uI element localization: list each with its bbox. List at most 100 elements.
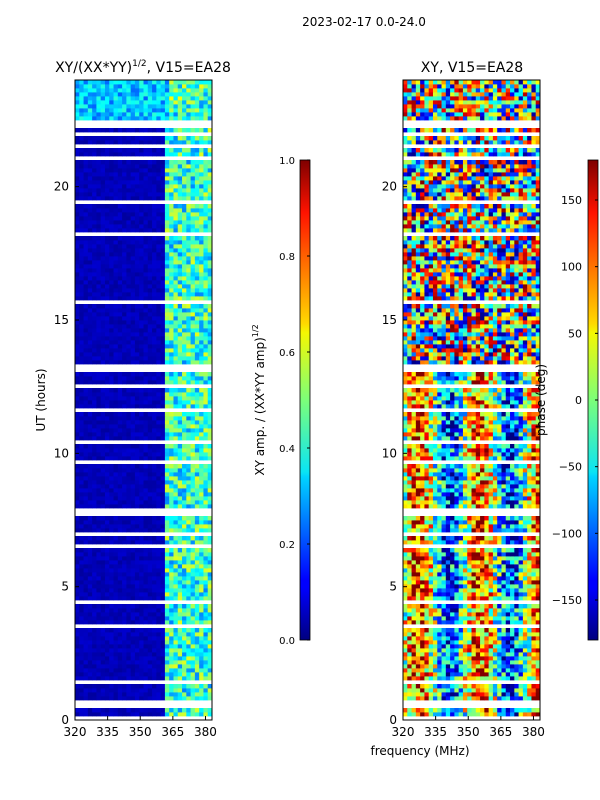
heatmap-cell xyxy=(83,148,89,153)
heatmap-cell xyxy=(173,376,179,381)
heatmap-cell xyxy=(492,648,498,653)
heatmap-cell xyxy=(415,668,421,673)
heatmap-cell xyxy=(199,412,204,417)
heatmap-cell xyxy=(122,316,127,321)
heatmap-cell xyxy=(139,188,144,193)
heatmap-cell xyxy=(109,288,115,293)
heatmap-cell xyxy=(83,688,89,693)
x-tick-label: 365 xyxy=(161,725,184,739)
heatmap-cell xyxy=(492,644,498,649)
heatmap-cell xyxy=(104,468,110,473)
heatmap-cell xyxy=(87,688,93,693)
heatmap-cell xyxy=(134,316,140,321)
heatmap-cell xyxy=(122,688,127,693)
heatmap-cell xyxy=(156,296,162,301)
heatmap-cell xyxy=(130,248,136,253)
heatmap-cell xyxy=(134,352,140,357)
heatmap-cell xyxy=(207,276,213,281)
heatmap-cell xyxy=(83,176,89,181)
heatmap-cell xyxy=(83,104,89,109)
heatmap-cell xyxy=(203,236,209,241)
heatmap-cell xyxy=(424,640,430,645)
heatmap-cell xyxy=(147,92,153,97)
heatmap-cell xyxy=(79,288,85,293)
heatmap-cell xyxy=(139,568,144,573)
heatmap-cell xyxy=(156,688,162,693)
heatmap-cell xyxy=(109,140,115,145)
heatmap-cell xyxy=(186,640,192,645)
heatmap-cell xyxy=(126,316,132,321)
heatmap-cell xyxy=(96,656,102,661)
heatmap-cell xyxy=(87,336,93,341)
heatmap-cell xyxy=(113,112,119,117)
heatmap-cell xyxy=(113,288,119,293)
heatmap-cell xyxy=(79,304,85,309)
heatmap-cell xyxy=(207,688,213,693)
heatmap-cell xyxy=(173,344,179,349)
heatmap-cell xyxy=(122,264,127,269)
heatmap-cell xyxy=(194,112,200,117)
heatmap-cell xyxy=(134,420,140,425)
heatmap-cell xyxy=(79,308,85,313)
heatmap-cell xyxy=(441,652,447,657)
heatmap-cell xyxy=(207,328,213,333)
heatmap-cell xyxy=(143,480,149,485)
heatmap-cell xyxy=(173,152,179,157)
heatmap-cell xyxy=(152,540,157,545)
heatmap-cell xyxy=(207,696,213,701)
heatmap-cell xyxy=(75,160,80,165)
heatmap-cell xyxy=(109,540,115,545)
heatmap-cell xyxy=(117,216,123,221)
heatmap-cell xyxy=(190,188,196,193)
heatmap-cell xyxy=(117,684,123,689)
heatmap-cell xyxy=(467,684,472,689)
heatmap-cell xyxy=(104,484,110,489)
heatmap-cell xyxy=(96,304,102,309)
heatmap-cell xyxy=(190,112,196,117)
heatmap-cell xyxy=(139,208,144,213)
heatmap-cell xyxy=(190,240,196,245)
heatmap-cell xyxy=(182,172,187,177)
heatmap-cell xyxy=(164,296,170,301)
heatmap-cell xyxy=(475,668,481,673)
heatmap-cell xyxy=(75,656,80,661)
heatmap-cell xyxy=(471,652,477,657)
heatmap-cell xyxy=(122,184,127,189)
heatmap-cell xyxy=(182,324,187,329)
heatmap-cell xyxy=(92,128,97,133)
heatmap-cell xyxy=(147,332,153,337)
heatmap-cell xyxy=(160,360,166,365)
heatmap-cell xyxy=(199,708,204,713)
heatmap-cell xyxy=(104,696,110,701)
heatmap-cell xyxy=(182,572,187,577)
heatmap-cell xyxy=(117,104,123,109)
heatmap-cell xyxy=(177,612,183,617)
heatmap-cell xyxy=(199,644,204,649)
heatmap-cell xyxy=(484,628,490,633)
heatmap-cell xyxy=(147,152,153,157)
heatmap-cell xyxy=(139,708,144,713)
heatmap-cell xyxy=(194,572,200,577)
heatmap-cell xyxy=(190,316,196,321)
heatmap-cell xyxy=(139,428,144,433)
heatmap-cell xyxy=(130,280,136,285)
heatmap-cell xyxy=(488,652,494,657)
heatmap-cell xyxy=(203,100,209,105)
heatmap-cell xyxy=(83,476,89,481)
heatmap-cell xyxy=(147,468,153,473)
y-tick-label: 10 xyxy=(54,446,69,460)
heatmap-cell xyxy=(194,320,200,325)
heatmap-cell xyxy=(177,592,183,597)
heatmap-cell xyxy=(139,104,144,109)
heatmap-cell xyxy=(126,540,132,545)
heatmap-cell xyxy=(199,256,204,261)
heatmap-cell xyxy=(134,100,140,105)
heatmap-cell xyxy=(75,136,80,141)
heatmap-cell xyxy=(492,668,498,673)
heatmap-cell xyxy=(147,560,153,565)
heatmap-cell xyxy=(87,216,93,221)
heatmap-cell xyxy=(194,660,200,665)
heatmap-cell xyxy=(134,172,140,177)
heatmap-cell xyxy=(113,252,119,257)
heatmap-cell xyxy=(173,112,179,117)
